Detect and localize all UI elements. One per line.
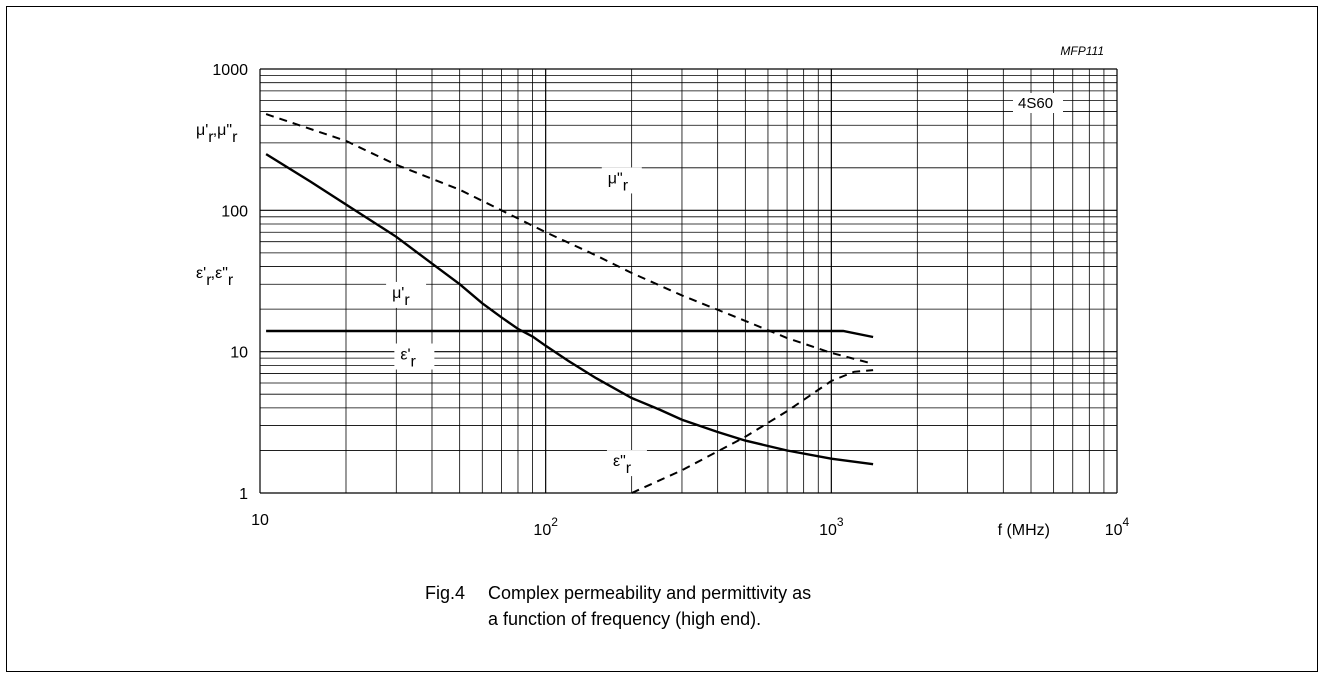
y-axis-label-eps: ε'r,ε"r — [196, 265, 234, 289]
series-layer — [265, 113, 874, 494]
series-label-mu-prime: μ'r — [392, 285, 410, 309]
figure-frame — [6, 6, 1318, 672]
y-tick-label: 1 — [239, 486, 248, 503]
y-tick-label: 100 — [221, 203, 248, 220]
x-tick-label: 103 — [819, 515, 844, 539]
series-label-bg — [606, 450, 647, 477]
label-layer: μ'r μ"r ε'r ε"r 4S60 MFP111 — [386, 44, 1104, 477]
material-label-bg — [1013, 93, 1063, 113]
figure-number: Fig.4 — [425, 583, 466, 603]
series-label-bg — [386, 281, 427, 308]
series-mu-double-prime — [265, 113, 874, 365]
x-tick-label: 102 — [533, 515, 558, 539]
series-label-bg — [394, 343, 435, 370]
series-label-eps-prime: ε'r — [400, 347, 416, 371]
caption-line-1: Complex permeability and permittivity as — [488, 583, 812, 603]
x-tick-label: 10 — [251, 512, 269, 529]
series-eps-prime — [266, 329, 874, 339]
material-label: 4S60 — [1018, 95, 1053, 112]
x-axis-label: f (MHz) — [998, 522, 1050, 539]
y-tick-label: 10 — [230, 345, 248, 362]
series-mu-prime — [265, 153, 874, 466]
x-tick-label: 104 — [1105, 515, 1130, 539]
y-axis-label-mu: μ'r,μ"r — [196, 122, 238, 146]
figure-code: MFP111 — [1060, 44, 1104, 58]
series-label-eps-double-prime: ε"r — [613, 453, 632, 477]
caption-line-2: a function of frequency (high end). — [488, 609, 762, 629]
series-label-bg — [601, 167, 642, 194]
series-label-mu-double-prime: μ"r — [608, 170, 629, 194]
y-tick-label: 1000 — [212, 62, 248, 79]
series-eps-double-prime — [631, 369, 874, 494]
grid — [259, 68, 1118, 494]
